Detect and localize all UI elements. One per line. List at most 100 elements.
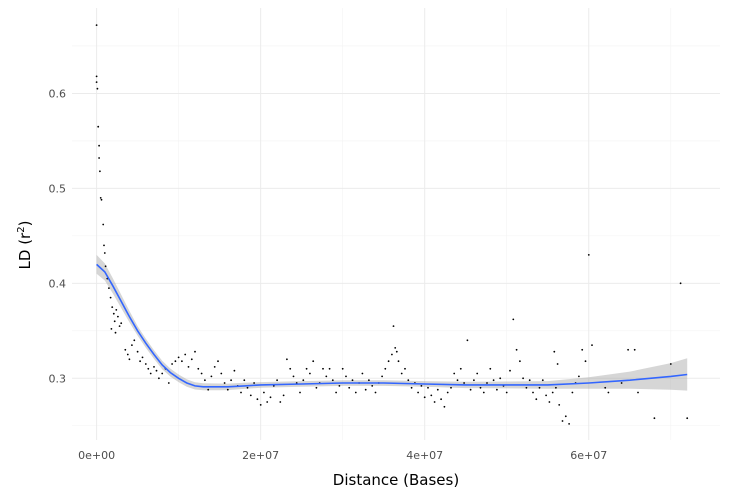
- data-point-112: [397, 360, 400, 363]
- data-point-16: [109, 296, 112, 299]
- data-point-48: [187, 366, 190, 368]
- data-point-15: [108, 287, 110, 289]
- data-point-138: [476, 372, 479, 375]
- data-point-167: [571, 391, 574, 394]
- data-point-179: [627, 348, 629, 351]
- data-point-9: [100, 198, 103, 201]
- data-point-80: [292, 375, 295, 378]
- data-point-87: [315, 386, 318, 389]
- data-point-42: [167, 382, 170, 384]
- data-point-72: [266, 401, 269, 403]
- data-point-169: [578, 375, 580, 378]
- data-point-170: [581, 348, 584, 351]
- grid: [72, 8, 720, 440]
- data-point-10: [102, 223, 105, 226]
- data-point-70: [259, 404, 262, 406]
- data-point-90: [325, 375, 328, 378]
- data-point-113: [400, 372, 403, 375]
- data-point-172: [553, 350, 556, 353]
- data-point-91: [328, 367, 331, 370]
- data-point-165: [564, 415, 567, 418]
- data-points: [95, 24, 689, 425]
- data-point-74: [272, 385, 275, 387]
- data-point-40: [161, 372, 164, 375]
- data-point-3: [96, 87, 99, 90]
- data-point-57: [217, 360, 219, 363]
- data-point-144: [496, 388, 498, 391]
- data-point-38: [155, 369, 158, 372]
- data-point-184: [679, 282, 682, 285]
- data-point-92: [331, 379, 334, 382]
- data-point-39: [158, 377, 160, 380]
- data-point-111: [394, 347, 397, 349]
- data-point-77: [282, 394, 285, 397]
- data-point-27: [126, 353, 129, 356]
- data-point-182: [653, 417, 656, 420]
- data-point-101: [361, 372, 364, 375]
- data-point-56: [213, 366, 216, 368]
- data-point-118: [410, 386, 413, 389]
- x-tick-label-3: 6e+07: [570, 449, 607, 462]
- data-point-176: [604, 386, 607, 389]
- data-point-107: [381, 375, 383, 378]
- y-axis-title-main: LD (r: [16, 232, 34, 270]
- x-tick-label-2: 4e+07: [406, 449, 443, 462]
- data-point-154: [528, 379, 531, 382]
- data-point-33: [141, 356, 144, 359]
- data-point-155: [532, 391, 534, 394]
- data-point-142: [489, 367, 492, 370]
- data-point-127: [440, 398, 442, 401]
- data-point-150: [515, 348, 518, 351]
- data-point-8: [99, 197, 102, 199]
- data-point-58: [220, 372, 223, 375]
- data-point-129: [446, 391, 449, 394]
- data-point-84: [305, 367, 308, 370]
- y-axis-title-superscript: 2: [16, 226, 27, 232]
- data-point-47: [184, 353, 187, 356]
- data-point-18: [112, 312, 115, 315]
- data-point-29: [131, 344, 133, 346]
- data-point-185: [686, 417, 689, 420]
- y-axis-title: LD (r2): [16, 221, 34, 270]
- data-point-104: [371, 385, 374, 387]
- data-point-49: [190, 358, 193, 361]
- data-point-131: [453, 372, 456, 375]
- data-point-117: [395, 350, 398, 353]
- data-point-109: [387, 360, 390, 363]
- data-point-136: [469, 388, 472, 391]
- data-point-5: [98, 144, 100, 147]
- data-point-11: [103, 244, 105, 247]
- data-point-149: [512, 318, 515, 321]
- y-tick-label-2: 0.5: [49, 182, 67, 195]
- data-point-174: [587, 254, 590, 256]
- data-point-132: [456, 379, 459, 382]
- data-point-83: [302, 379, 305, 382]
- data-point-25: [114, 331, 117, 334]
- data-point-43: [171, 363, 174, 365]
- data-point-160: [548, 401, 551, 403]
- data-point-31: [136, 350, 139, 353]
- data-point-148: [509, 369, 511, 372]
- data-point-110: [391, 353, 393, 356]
- data-point-141: [486, 382, 488, 384]
- data-point-59: [223, 382, 226, 384]
- data-point-61: [230, 379, 233, 382]
- data-point-151: [519, 360, 521, 363]
- data-point-99: [354, 391, 357, 394]
- data-point-20: [115, 309, 118, 311]
- data-point-159: [545, 394, 547, 397]
- x-axis-title: Distance (Bases): [333, 471, 459, 489]
- data-point-85: [309, 372, 311, 375]
- y-axis-tick-labels: 0.3 0.4 0.5 0.6: [49, 87, 67, 385]
- x-tick-label-1: 2e+07: [242, 449, 279, 462]
- data-point-158: [541, 379, 544, 382]
- y-tick-label-3: 0.6: [49, 87, 67, 100]
- data-point-98: [351, 379, 354, 382]
- data-point-121: [420, 385, 423, 387]
- data-point-71: [263, 391, 265, 394]
- data-point-128: [443, 405, 446, 408]
- data-point-134: [463, 382, 465, 384]
- data-point-35: [147, 367, 150, 370]
- data-point-46: [181, 360, 183, 363]
- data-point-2: [95, 81, 98, 83]
